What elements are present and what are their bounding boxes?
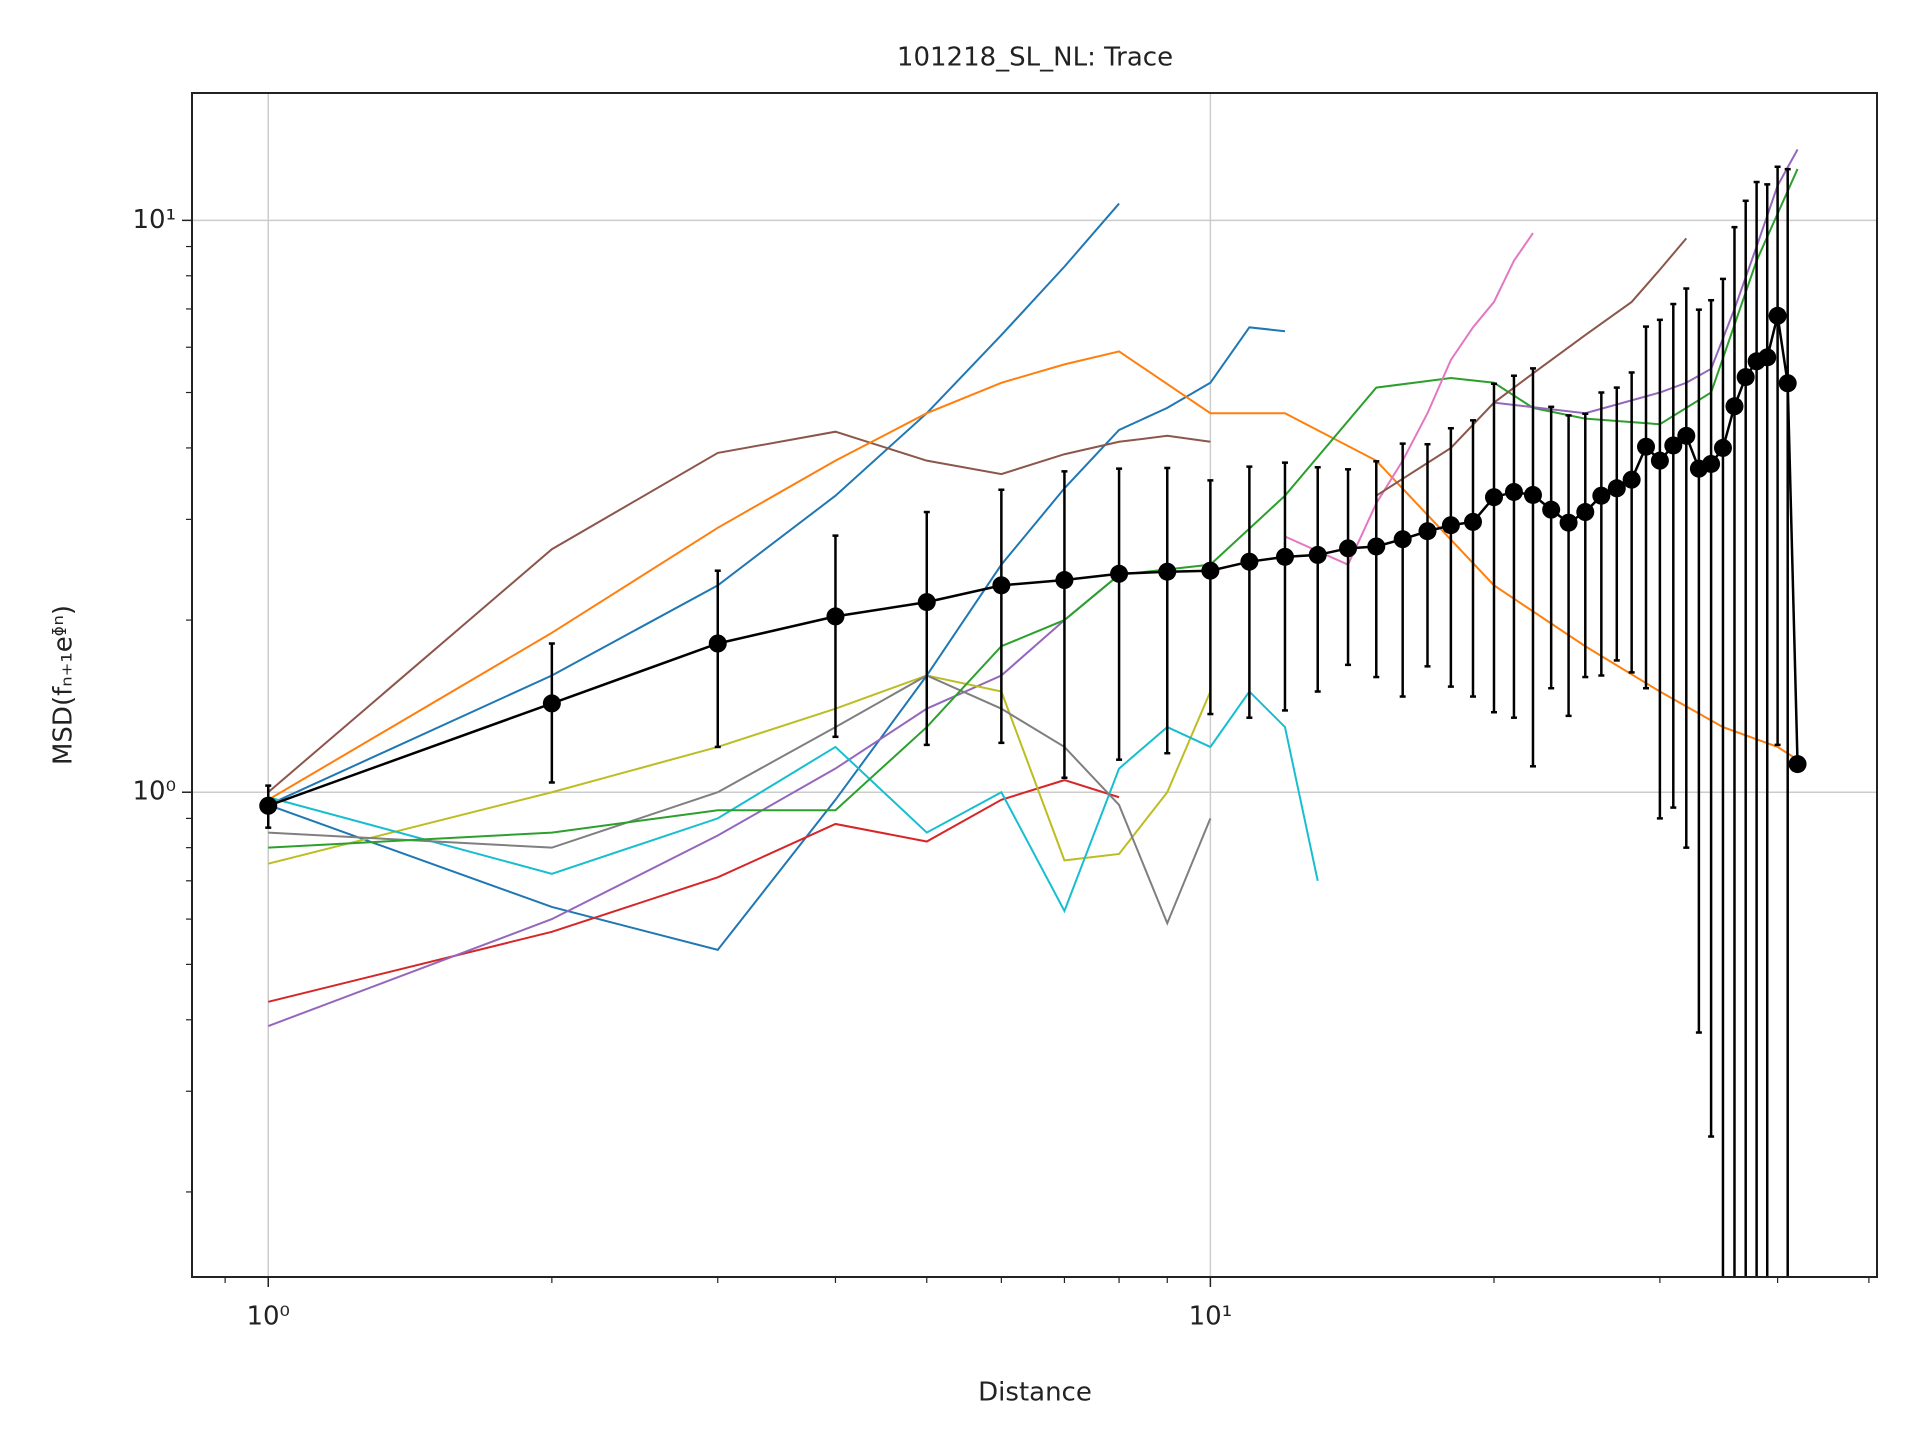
data-point: [826, 607, 845, 626]
series-line: [1375, 237, 1688, 497]
series-line: [267, 779, 1120, 1003]
series-line: [267, 674, 1212, 865]
data-point: [1393, 530, 1412, 549]
data-point: [1758, 348, 1777, 367]
data-point: [1607, 479, 1626, 498]
data-point: [1778, 374, 1797, 393]
data-point: [1592, 486, 1611, 505]
data-point: [1201, 561, 1220, 580]
data-point: [1713, 438, 1732, 457]
chart-title: 101218_SL_NL: Trace: [897, 43, 1173, 73]
data-point: [1725, 397, 1744, 416]
data-point: [542, 694, 561, 713]
x-tick-label: 10⁰: [246, 1302, 290, 1332]
series-line: [267, 326, 1286, 952]
axes-frame: [191, 92, 1878, 1278]
data-point: [1542, 500, 1561, 519]
data-point: [1367, 537, 1386, 556]
data-point: [1240, 552, 1259, 571]
data-point: [1788, 755, 1807, 774]
x-tick-label: 10¹: [1189, 1302, 1233, 1332]
series-line: [267, 574, 1120, 1028]
series-line: [268, 674, 1212, 926]
data-point: [1559, 513, 1578, 532]
x-axis-label: Distance: [978, 1378, 1092, 1408]
data-point: [1702, 454, 1721, 473]
data-point: [1158, 562, 1177, 581]
data-point: [1463, 512, 1482, 531]
y-axis-label: MSD(fₙ₊₁eᶲⁿ): [49, 605, 79, 765]
data-point: [1308, 545, 1327, 564]
data-point: [1650, 451, 1669, 470]
data-point: [1637, 437, 1656, 456]
data-point: [708, 634, 727, 653]
plot-area: [259, 149, 1807, 1277]
data-point: [259, 796, 278, 815]
data-point: [1523, 485, 1542, 504]
y-tick-label: 10⁰: [132, 777, 176, 807]
series-line: [267, 202, 1120, 806]
data-point: [1576, 503, 1595, 522]
data-point: [1055, 571, 1074, 590]
series-line: [267, 350, 1799, 801]
data-point: [1768, 306, 1787, 325]
data-point: [1418, 522, 1437, 541]
data-point: [1110, 564, 1129, 583]
y-tick-label: 10¹: [132, 205, 176, 235]
series-line: [1284, 232, 1534, 566]
series-line: [267, 430, 1211, 793]
data-point: [1664, 436, 1683, 455]
data-point: [1484, 488, 1503, 507]
data-point: [1275, 547, 1294, 566]
data-point: [1677, 426, 1696, 445]
data-point: [1504, 482, 1523, 501]
data-point: [1441, 516, 1460, 535]
data-point: [1736, 368, 1755, 387]
data-point: [992, 576, 1011, 595]
data-point: [917, 593, 936, 612]
data-point: [1622, 470, 1641, 489]
data-point: [1339, 539, 1358, 558]
